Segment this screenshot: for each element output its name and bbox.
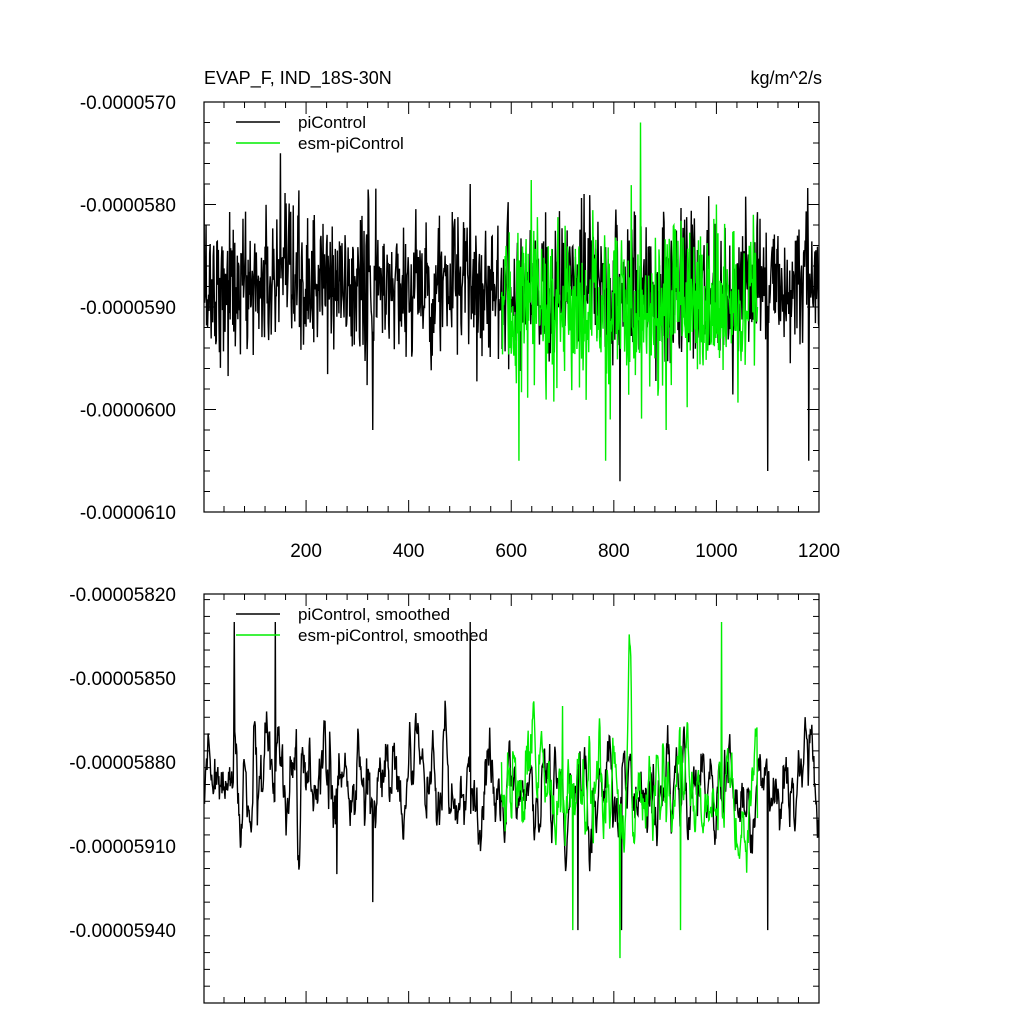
x-tick-label: 1200 — [798, 541, 840, 562]
x-tick-label: 400 — [393, 541, 425, 562]
y-tick-label: -0.0000590 — [80, 298, 176, 319]
legend-label: piControl — [298, 113, 366, 132]
legend-label: piControl, smoothed — [298, 605, 450, 624]
y-tick-label: -0.0000570 — [80, 93, 176, 114]
legend-label: esm-piControl, smoothed — [298, 626, 488, 645]
y-tick-label: -0.00005880 — [69, 753, 176, 774]
y-tick-label: -0.00005850 — [69, 669, 176, 690]
bottom-panel: -0.00005820 -0.00005850 -0.00005880 -0.0000… — [69, 585, 820, 1004]
y-tick-label: -0.00005820 — [69, 585, 176, 606]
top-panel: EVAP_F, IND_18S-30N kg/m^2/s -0.0000570 -… — [80, 68, 840, 562]
series-line-picontrol-smoothed — [204, 622, 819, 931]
series-line-esm-picontrol — [500, 122, 759, 461]
x-tick-label: 200 — [290, 541, 322, 562]
x-tick-label: 1000 — [695, 541, 737, 562]
y-tick-label: -0.00005940 — [69, 921, 176, 942]
x-tick-label: 600 — [495, 541, 527, 562]
series-line-esm-picontrol-smoothed — [500, 622, 759, 959]
legend-label: esm-piControl — [298, 134, 404, 153]
y-tick-label: -0.0000610 — [80, 503, 176, 524]
x-tick-label: 800 — [598, 541, 630, 562]
y-tick-label: -0.0000600 — [80, 401, 176, 422]
y-tick-label: -0.00005910 — [69, 837, 176, 858]
y-tick-label: -0.0000580 — [80, 196, 176, 217]
top-title-left: EVAP_F, IND_18S-30N — [204, 68, 392, 89]
top-title-right: kg/m^2/s — [751, 68, 822, 88]
